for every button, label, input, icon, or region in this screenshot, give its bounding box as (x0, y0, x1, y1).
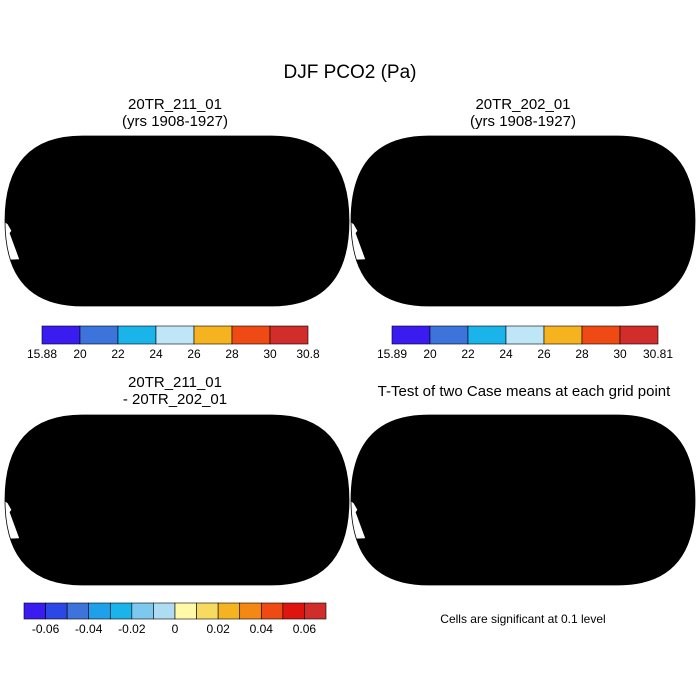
colorbar-3-label: -0.06 (32, 622, 60, 636)
map-border-2 (350, 135, 696, 307)
colorbar-3-segment (23, 602, 46, 620)
panel2-title-line1: 20TR_202_01 (475, 96, 571, 113)
colorbar-2-label: 24 (499, 347, 513, 361)
panel3-title: 20TR_211_01 - 20TR_202_01 (20, 374, 330, 408)
map-border-3 (4, 414, 350, 586)
map-border-1 (4, 135, 350, 307)
colorbar-2: 15.89 20 22 24 26 28 30 30.81 (377, 325, 673, 361)
map-border-4 (350, 414, 696, 586)
colorbar-2-segment (467, 325, 507, 345)
colorbar-2-segment (581, 325, 621, 345)
panel3-title-line1: 20TR_211_01 (128, 374, 222, 391)
colorbar-1-label: 22 (111, 347, 125, 361)
colorbar-3-label: -0.04 (75, 622, 103, 636)
colorbar-1-label: 20 (73, 347, 87, 361)
colorbar-1-label: 15.88 (27, 347, 57, 361)
colorbar-3-label: -0.02 (118, 622, 146, 636)
panel2-title: 20TR_202_01 (yrs 1908-1927) (368, 96, 678, 130)
colorbar-1: 15.88 20 22 24 26 28 30 30.8 (27, 325, 320, 361)
figure-title: DJF PCO2 (Pa) (283, 62, 417, 83)
colorbar-2-label: 22 (461, 347, 475, 361)
colorbar-3-segment (260, 602, 284, 620)
map-panel-2 (350, 135, 696, 307)
panel2-title-line2: (yrs 1908-1927) (470, 113, 576, 130)
colorbar-3-segment (66, 602, 90, 620)
map-panel-4 (350, 414, 696, 586)
panel4-title: T-Test of two Case means at each grid po… (377, 383, 671, 400)
panel1-title: 20TR_211_01 (yrs 1908-1927) (20, 96, 330, 130)
colorbar-2-segment (505, 325, 545, 345)
colorbar-2-label: 20 (423, 347, 437, 361)
colorbar-1-label: 28 (225, 347, 239, 361)
colorbar-1-label: 30 (263, 347, 277, 361)
colorbar-3-label: 0.04 (250, 622, 274, 636)
colorbar-3-label: 0.02 (206, 622, 230, 636)
colorbar-2-label: 30 (613, 347, 627, 361)
colorbar-2-segment (543, 325, 583, 345)
colorbar-3-label: 0.06 (293, 622, 317, 636)
colorbar-3-segment (45, 602, 68, 620)
colorbar-3-segment (131, 602, 154, 620)
colorbar-1-label: 30.8 (296, 347, 320, 361)
colorbar-3-segment (239, 602, 262, 620)
significance-note: Cells are significant at 0.1 level (440, 612, 606, 626)
colorbar-1-segment (231, 325, 271, 345)
colorbar-2-label: 28 (575, 347, 589, 361)
coastline-4 (372, 424, 682, 580)
colorbar-3-segment (174, 602, 197, 620)
colorbar-2-segment (619, 325, 659, 345)
colorbar-1-segment (193, 325, 233, 345)
coastline-3 (26, 424, 336, 580)
panel1-title-line2: (yrs 1908-1927) (122, 113, 228, 130)
colorbar-1-segment (79, 325, 119, 345)
colorbar-3-segment (304, 602, 327, 620)
colorbar-3-label: 0 (172, 622, 179, 636)
map-panel-3 (4, 414, 350, 586)
colorbar-1-label: 26 (187, 347, 201, 361)
colorbar-1-segment (155, 325, 195, 345)
colorbar-2-label: 30.81 (643, 347, 673, 361)
colorbar-3-segment (88, 602, 111, 620)
colorbar-3-segment (153, 602, 176, 620)
colorbar-1-segment (117, 325, 157, 345)
map-panel-1 (4, 135, 350, 307)
colorbar-1-label: 24 (149, 347, 163, 361)
panel1-title-line1: 20TR_211_01 (128, 96, 222, 113)
colorbar-3-segment (196, 602, 219, 620)
colorbar-3-segment (282, 602, 305, 620)
panel3-title-line2: - 20TR_202_01 (122, 391, 228, 408)
coastline-2 (372, 145, 682, 301)
colorbar-2-label: 26 (537, 347, 551, 361)
colorbar-3: -0.06 -0.04 -0.02 0 0.02 0.04 0.06 (23, 602, 327, 636)
colorbar-1-segment (41, 325, 81, 345)
colorbar-2-segment (391, 325, 431, 345)
colorbar-3-segment (217, 602, 241, 620)
colorbar-1-segment (269, 325, 309, 345)
coastline-1 (26, 145, 336, 301)
colorbar-2-label: 15.89 (377, 347, 407, 361)
colorbar-3-segment (109, 602, 133, 620)
colorbar-2-segment (429, 325, 469, 345)
